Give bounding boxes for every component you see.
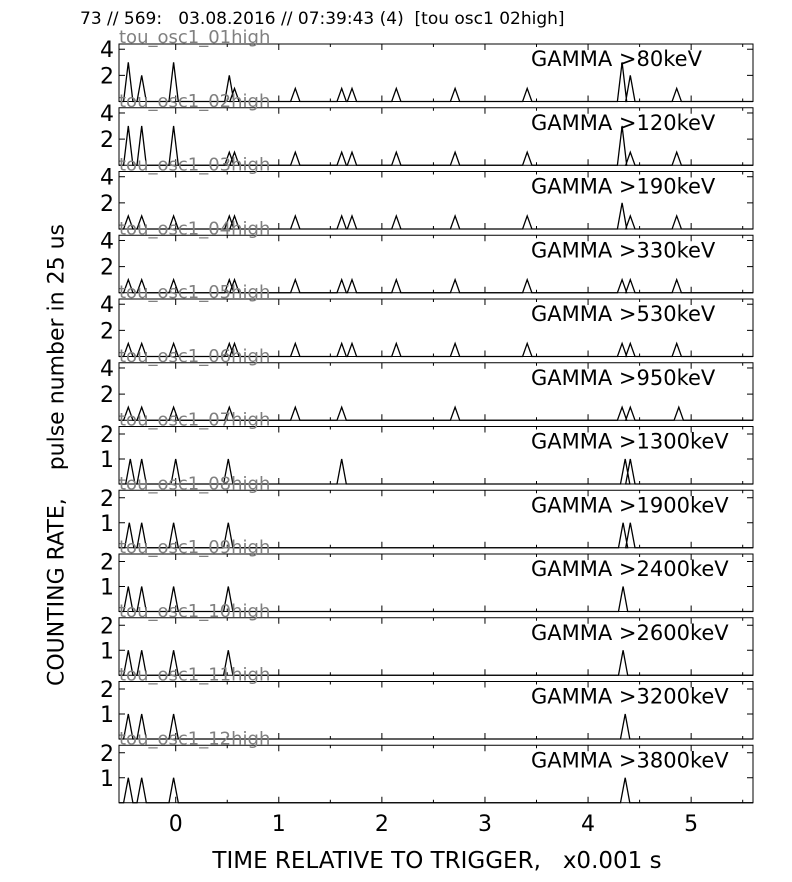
channel-label: tou_osc1_03high	[119, 155, 270, 176]
y-tick-label: 2	[100, 487, 114, 512]
y-tick-label: 1	[100, 448, 114, 473]
x-tick-label: 0	[169, 812, 183, 837]
y-tick-label: 4	[100, 357, 114, 382]
panel-label: GAMMA >2600keV	[531, 621, 729, 645]
series-line	[119, 125, 753, 166]
y-tick-label: 2	[100, 383, 114, 408]
y-tick-label: 1	[100, 576, 114, 601]
panel-label: GAMMA >1900keV	[531, 493, 729, 517]
panel-label: GAMMA >190keV	[531, 175, 716, 199]
x-tick-label: 2	[375, 812, 389, 837]
series-line	[119, 713, 753, 740]
channel-label: tou_osc1_05high	[119, 282, 270, 303]
y-tick-label: 2	[100, 64, 114, 89]
x-axis-label: TIME RELATIVE TO TRIGGER, x0.001 s	[212, 848, 662, 874]
y-axis-label-text: COUNTING RATE, pulse number in 25 us	[44, 223, 70, 687]
channel-label: tou_osc1_08high	[119, 473, 270, 494]
y-tick-label: 2	[100, 128, 114, 153]
y-tick-label: 2	[100, 192, 114, 217]
channel-label: tou_osc1_07high	[119, 410, 270, 431]
panel-label: GAMMA >80keV	[531, 47, 703, 71]
x-tick-label: 3	[478, 812, 492, 837]
series-line	[119, 522, 753, 549]
chart-header: 73 // 569: 03.08.2016 // 07:39:43 (4) [t…	[80, 9, 565, 29]
x-tick-label: 5	[684, 812, 698, 837]
series-line	[119, 586, 753, 613]
y-tick-label: 2	[100, 551, 114, 576]
y-tick-label: 2	[100, 742, 114, 767]
channel-label: tou_osc1_10high	[119, 601, 270, 622]
series-line	[119, 458, 753, 485]
y-tick-label: 4	[100, 166, 114, 191]
series-line	[119, 650, 753, 676]
y-tick-label: 2	[100, 319, 114, 344]
y-tick-label: 4	[100, 229, 114, 254]
series-line	[119, 62, 753, 103]
series-line	[119, 777, 753, 804]
panel-label: GAMMA >2400keV	[531, 557, 729, 581]
panel-label: GAMMA >950keV	[531, 366, 716, 390]
series-line	[119, 202, 753, 230]
panel-label: GAMMA >3800keV	[531, 748, 729, 772]
channel-label: tou_osc1_12high	[119, 728, 270, 749]
channel-label: tou_osc1_06high	[119, 346, 270, 367]
y-tick-label: 2	[100, 423, 114, 448]
y-tick-label: 4	[100, 38, 114, 63]
channel-label: tou_osc1_02high	[119, 91, 270, 112]
y-tick-label: 2	[100, 678, 114, 703]
y-tick-label: 1	[100, 639, 114, 664]
series-line	[119, 341, 753, 358]
x-tick-label: 4	[581, 812, 595, 837]
y-tick-label: 1	[100, 767, 114, 792]
channel-label: tou_osc1_04high	[119, 218, 270, 239]
channel-label: tou_osc1_01high	[119, 27, 270, 48]
panel-label: GAMMA >120keV	[531, 111, 716, 135]
x-tick-label: 1	[272, 812, 286, 837]
channel-label: tou_osc1_09high	[119, 537, 270, 558]
panel-label: GAMMA >3200keV	[531, 685, 729, 709]
y-tick-label: 2	[100, 256, 114, 281]
panel-label: GAMMA >1300keV	[531, 430, 729, 454]
panel-label: GAMMA >330keV	[531, 238, 716, 262]
y-tick-label: 4	[100, 293, 114, 318]
y-tick-label: 1	[100, 512, 114, 537]
series-line	[119, 277, 753, 294]
y-tick-label: 1	[100, 703, 114, 728]
y-tick-label: 4	[100, 102, 114, 127]
channel-label: tou_osc1_11high	[119, 665, 270, 686]
panel-label: GAMMA >530keV	[531, 302, 716, 326]
y-tick-label: 2	[100, 614, 114, 639]
series-line	[119, 405, 753, 421]
